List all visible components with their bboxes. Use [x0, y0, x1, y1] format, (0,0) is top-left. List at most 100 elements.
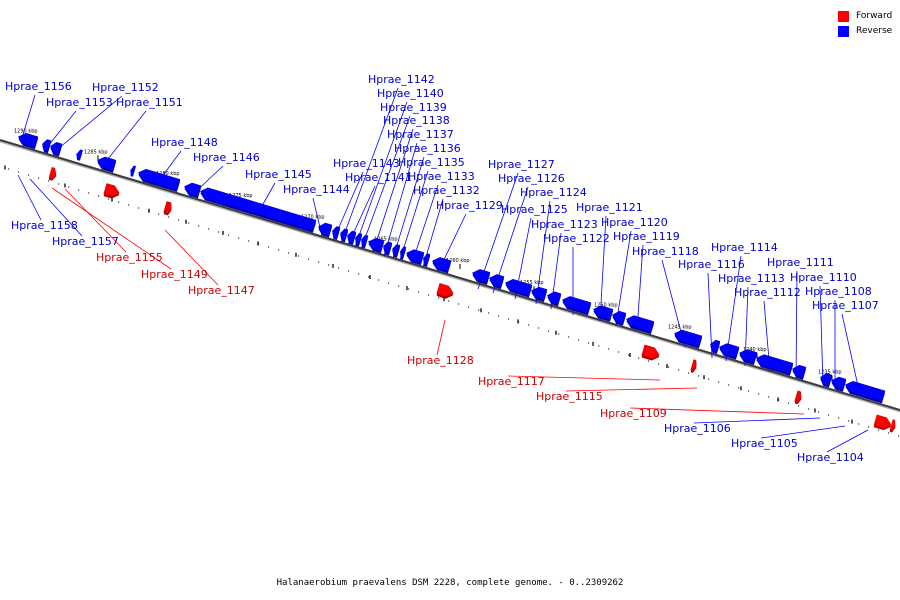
tick-label: 1260 kbp	[446, 258, 470, 264]
minor-tick	[508, 318, 510, 320]
leader-line	[51, 187, 172, 270]
minor-tick	[728, 384, 730, 386]
minor-tick	[878, 429, 880, 431]
leader-line	[615, 230, 632, 326]
gene-label: Hprae_1151	[116, 96, 183, 109]
gene-label: Hprae_1105	[731, 437, 798, 450]
leader-line	[360, 115, 411, 250]
gene-Hprae_1112	[756, 354, 794, 375]
gene-label: Hprae_1147	[188, 284, 255, 297]
minor-tick	[648, 360, 650, 362]
gene-label: Hprae_1110	[790, 271, 857, 284]
minor-tick	[888, 432, 890, 434]
tick-label: 1255 kbp	[520, 280, 544, 286]
gene-Hprae_1135	[400, 246, 407, 259]
gene-reverse-block	[130, 165, 136, 177]
minor-tick	[668, 366, 670, 368]
leader-line	[725, 255, 742, 362]
minor-tick	[808, 408, 810, 410]
gene-label: Hprae_1148	[151, 136, 218, 149]
legend-reverse: Reverse	[838, 24, 892, 38]
leader-line	[819, 285, 824, 386]
gene-label: Hprae_1106	[664, 422, 731, 435]
minor-tick	[208, 228, 210, 230]
minor-tick	[798, 405, 800, 407]
minor-tick	[158, 213, 160, 215]
forward-swatch	[838, 10, 849, 22]
gene-label: Hprae_1113	[718, 272, 785, 285]
gene-Hprae_1147	[165, 201, 172, 214]
gene-label: Hprae_1157	[52, 235, 119, 248]
gene-label: Hprae_1129	[436, 199, 503, 212]
leader-line	[599, 215, 607, 322]
gene-Hprae_1137	[383, 241, 393, 254]
minor-tick	[348, 270, 350, 272]
gene-label: Hprae_1135	[398, 156, 465, 169]
backbone-shadow	[0, 140, 900, 413]
leader-line	[841, 313, 861, 396]
gene-Hprae_1121	[593, 305, 614, 321]
gene-Hprae_1139	[361, 234, 369, 247]
leader-line	[64, 188, 127, 253]
minor-tick	[628, 354, 630, 356]
gene-label: Hprae_1119	[613, 230, 680, 243]
gene-Hprae_1156	[18, 132, 39, 148]
gene-Hprae_1129	[432, 257, 452, 272]
gene-label: Hprae_1116	[678, 258, 745, 271]
minor-tick	[568, 336, 570, 338]
minor-ticks	[4, 165, 900, 437]
minor-tick	[498, 315, 500, 317]
leader-line	[826, 429, 869, 453]
minor-tick	[838, 417, 840, 419]
gene-Hprae_1146	[184, 182, 202, 197]
minor-tick	[188, 222, 190, 224]
minor-tick	[828, 414, 830, 416]
tick-label: 1235 kbp	[818, 370, 842, 376]
minor-tick	[58, 183, 60, 185]
leader-line	[164, 229, 219, 286]
leader-line	[436, 319, 446, 356]
leader-line	[411, 184, 439, 264]
minor-tick	[898, 435, 900, 437]
minor-tick	[658, 363, 660, 365]
minor-tick	[338, 267, 340, 269]
minor-tick	[588, 342, 590, 344]
minor-tick	[538, 327, 540, 329]
gene-label: Hprae_1108	[805, 285, 872, 298]
gene-Hprae_1140	[355, 232, 363, 245]
gene-label: Hprae_1109	[600, 407, 667, 420]
minor-tick	[388, 282, 390, 284]
gene-Hprae_1124	[531, 286, 548, 301]
gene-reverse-block	[76, 149, 83, 161]
gene-Hprae_1155	[103, 183, 120, 197]
gene-label: Hprae_1145	[245, 168, 312, 181]
minor-tick	[748, 390, 750, 392]
tick-label: 1270 kbp	[301, 215, 325, 221]
gene-label: Hprae_1114	[711, 241, 778, 254]
gene-label: Hprae_1104	[797, 451, 864, 464]
legend-forward: Forward	[838, 9, 892, 23]
gene-label: Hprae_1137	[387, 128, 454, 141]
leader-line	[392, 156, 425, 259]
minor-tick	[18, 171, 20, 173]
minor-tick	[398, 285, 400, 287]
tick-label: 1290 kbp	[14, 128, 38, 134]
minor-tick	[68, 186, 70, 188]
minor-tick	[528, 324, 530, 326]
gene-Hprae_1114	[719, 343, 740, 358]
gene-label: Hprae_1121	[576, 201, 643, 214]
gene-Hprae_1117	[641, 344, 660, 359]
minor-tick	[98, 195, 100, 197]
label-leaders	[17, 87, 869, 453]
minor-tick	[698, 375, 700, 377]
minor-tick	[228, 234, 230, 236]
minor-tick	[358, 273, 360, 275]
minor-tick	[718, 381, 720, 383]
reverse-swatch	[838, 25, 849, 37]
leader-line	[565, 387, 698, 392]
minor-tick	[758, 393, 760, 395]
legend: Forward Reverse	[838, 9, 892, 39]
minor-tick	[468, 306, 470, 308]
